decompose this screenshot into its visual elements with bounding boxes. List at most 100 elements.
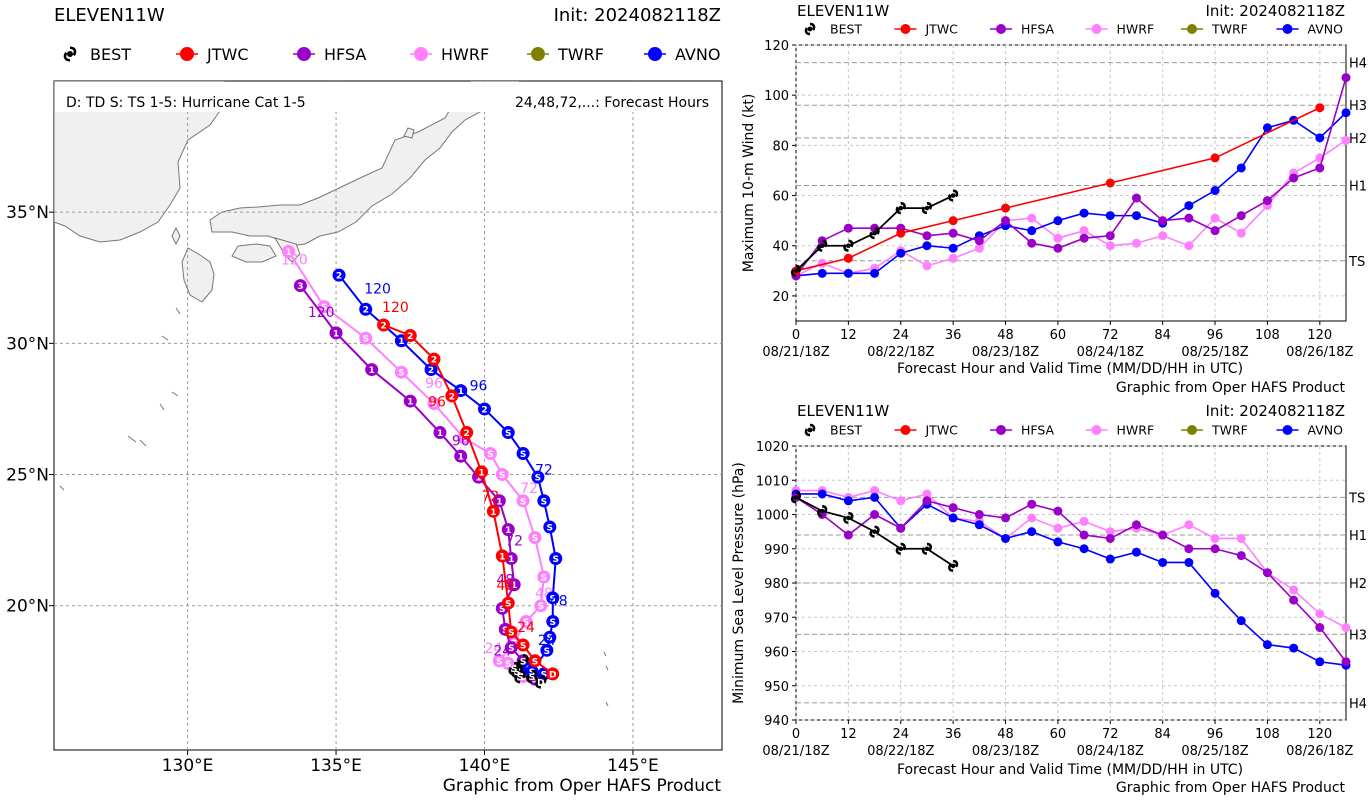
wind-category-label: H3 bbox=[1349, 99, 1367, 114]
map-legend-jtwc-dot-icon bbox=[180, 47, 194, 61]
map-storm-title: ELEVEN11W bbox=[54, 5, 165, 26]
pressure-x-tick-label: 84 bbox=[1154, 727, 1171, 742]
wind-series bbox=[790, 73, 1351, 281]
map-track-marker-label: S bbox=[553, 555, 559, 565]
map-track-point-hwrf bbox=[534, 599, 548, 613]
map-track-marker-label: S bbox=[520, 642, 526, 652]
map-track-marker-label: 1 bbox=[499, 552, 505, 562]
wind-x-tick-label: 60 bbox=[1050, 328, 1067, 343]
map-track-marker-label: S bbox=[499, 471, 505, 481]
pressure-point-hwrf bbox=[1053, 523, 1063, 533]
map-track-marker-label: S bbox=[321, 303, 327, 313]
map-forecast-hour-label: 120 bbox=[364, 282, 391, 298]
sado-island bbox=[403, 127, 415, 139]
wind-point-jtwc bbox=[1210, 153, 1220, 163]
wind-point-avno bbox=[1210, 186, 1220, 196]
map-track-marker-label: S bbox=[529, 668, 535, 678]
wind-best-storm-icon bbox=[895, 202, 906, 215]
map-best-storm-icon-arms bbox=[535, 674, 547, 689]
map-legend-label-best: BEST bbox=[90, 45, 131, 64]
wind-point-hwrf bbox=[1079, 226, 1089, 236]
pressure-x-date-label: 08/26/18Z bbox=[1286, 744, 1353, 759]
wind-point-hwrf bbox=[1158, 231, 1168, 241]
map-track-marker-label: 2 bbox=[449, 392, 455, 402]
pressure-best-storm-icon-arms bbox=[790, 491, 802, 504]
map-lat-tick-label: 30°N bbox=[6, 334, 49, 354]
pressure-best-storm-icon bbox=[817, 505, 828, 518]
map-track-marker-label: S bbox=[487, 450, 493, 460]
wind-y-tick-label: 60 bbox=[772, 190, 789, 205]
map-key-box bbox=[55, 82, 721, 112]
pressure-point-hfsa bbox=[1053, 506, 1063, 516]
map-track-point-hfsa bbox=[507, 578, 521, 592]
wind-point-avno bbox=[1105, 211, 1115, 221]
tsushima-island bbox=[171, 226, 181, 246]
map-lat-tick-label: 20°N bbox=[6, 597, 49, 617]
wind-point-hwrf bbox=[922, 261, 932, 271]
map-best-marker-label: S bbox=[520, 657, 526, 667]
map-track-marker-label: S bbox=[541, 670, 547, 680]
map-track-marker-label: S bbox=[505, 429, 511, 439]
map-track-marker-label: 1 bbox=[490, 508, 496, 518]
wind-x-tick-label: 48 bbox=[997, 328, 1014, 343]
pressure-init-label: Init: 2024082118Z bbox=[1205, 402, 1345, 420]
pressure-point-hwrf bbox=[1289, 585, 1299, 595]
pressure-legend-label-hwrf: HWRF bbox=[1117, 423, 1155, 438]
map-credit: Graphic from Oper HAFS Product bbox=[443, 776, 722, 796]
wind-point-jtwc bbox=[1315, 103, 1325, 113]
map-forecast-hour-label: 120 bbox=[281, 253, 308, 269]
map-best-marker-label: S bbox=[514, 668, 520, 678]
map-forecast-hour-label: 24 bbox=[538, 633, 556, 649]
pressure-legend-label-hfsa: HFSA bbox=[1021, 423, 1055, 438]
pressure-point-hfsa bbox=[896, 523, 906, 533]
wind-point-hfsa bbox=[1341, 73, 1351, 83]
wind-x-tick-label: 96 bbox=[1207, 328, 1224, 343]
pressure-point-hwrf bbox=[1315, 609, 1325, 619]
map-track-point-hwrf bbox=[516, 494, 530, 508]
pressure-point-avno bbox=[817, 489, 827, 499]
map-key-hours: 24,48,72,...: Forecast Hours bbox=[515, 95, 709, 111]
map-track-marker-label: S bbox=[362, 335, 368, 345]
wind-point-hfsa bbox=[1001, 216, 1011, 226]
pressure-point-hfsa bbox=[1001, 513, 1011, 523]
map-track-point-hfsa bbox=[492, 494, 506, 508]
pressure-best-storm-icon-eye bbox=[793, 495, 799, 500]
map-track-point-hwrf bbox=[519, 614, 533, 628]
wind-y-axis-label: Maximum 10-m Wind (kt) bbox=[741, 94, 757, 273]
map-legend-twrf-dot-icon bbox=[531, 47, 545, 61]
map-track-marker-label: S bbox=[541, 497, 547, 507]
map-forecast-hour-label: 96 bbox=[425, 376, 443, 392]
map-track-point-avno bbox=[546, 614, 560, 628]
map-lon-tick-label: 145°E bbox=[607, 756, 659, 776]
pressure-point-avno bbox=[1131, 547, 1141, 557]
pressure-x-tick-label: 108 bbox=[1255, 727, 1280, 742]
map-lat-tick-label: 25°N bbox=[6, 466, 49, 486]
map-track-marker-label: 1 bbox=[478, 468, 484, 478]
pressure-point-hfsa bbox=[922, 496, 932, 506]
pressure-x-date-label: 08/25/18Z bbox=[1181, 744, 1248, 759]
honshu-land bbox=[209, 81, 521, 247]
wind-point-jtwc bbox=[843, 253, 853, 263]
pressure-x-tick-label: 96 bbox=[1207, 727, 1224, 742]
map-track-point-avno bbox=[540, 643, 554, 657]
map-track-point-avno bbox=[501, 426, 515, 440]
map-track-point-hfsa bbox=[365, 363, 379, 377]
map-track-point-jtwc bbox=[460, 426, 474, 440]
wind-best-storm-icon bbox=[869, 227, 880, 240]
pressure-y-tick-label: 970 bbox=[764, 611, 789, 626]
pressure-point-avno bbox=[1210, 588, 1220, 598]
pressure-series bbox=[790, 486, 1351, 670]
map-track-marker-label: S bbox=[505, 600, 511, 610]
pressure-point-hwrf bbox=[1210, 533, 1220, 543]
pressure-point-hwrf bbox=[1341, 623, 1351, 633]
pressure-best-storm-icon-eye bbox=[872, 529, 877, 534]
map-forecast-hour-label: 48 bbox=[496, 578, 514, 594]
map-track-marker-label: S bbox=[499, 605, 505, 615]
pressure-best-storm-icon-arms bbox=[843, 511, 854, 524]
map-track-point-hwrf bbox=[394, 365, 408, 379]
wind-point-hwrf bbox=[1105, 241, 1115, 251]
wind-x-date-label: 08/25/18Z bbox=[1181, 345, 1248, 360]
wind-init-label: Init: 2024082118Z bbox=[1205, 2, 1345, 20]
pressure-point-avno bbox=[974, 520, 984, 530]
map-track-marker-label: D bbox=[549, 670, 556, 680]
